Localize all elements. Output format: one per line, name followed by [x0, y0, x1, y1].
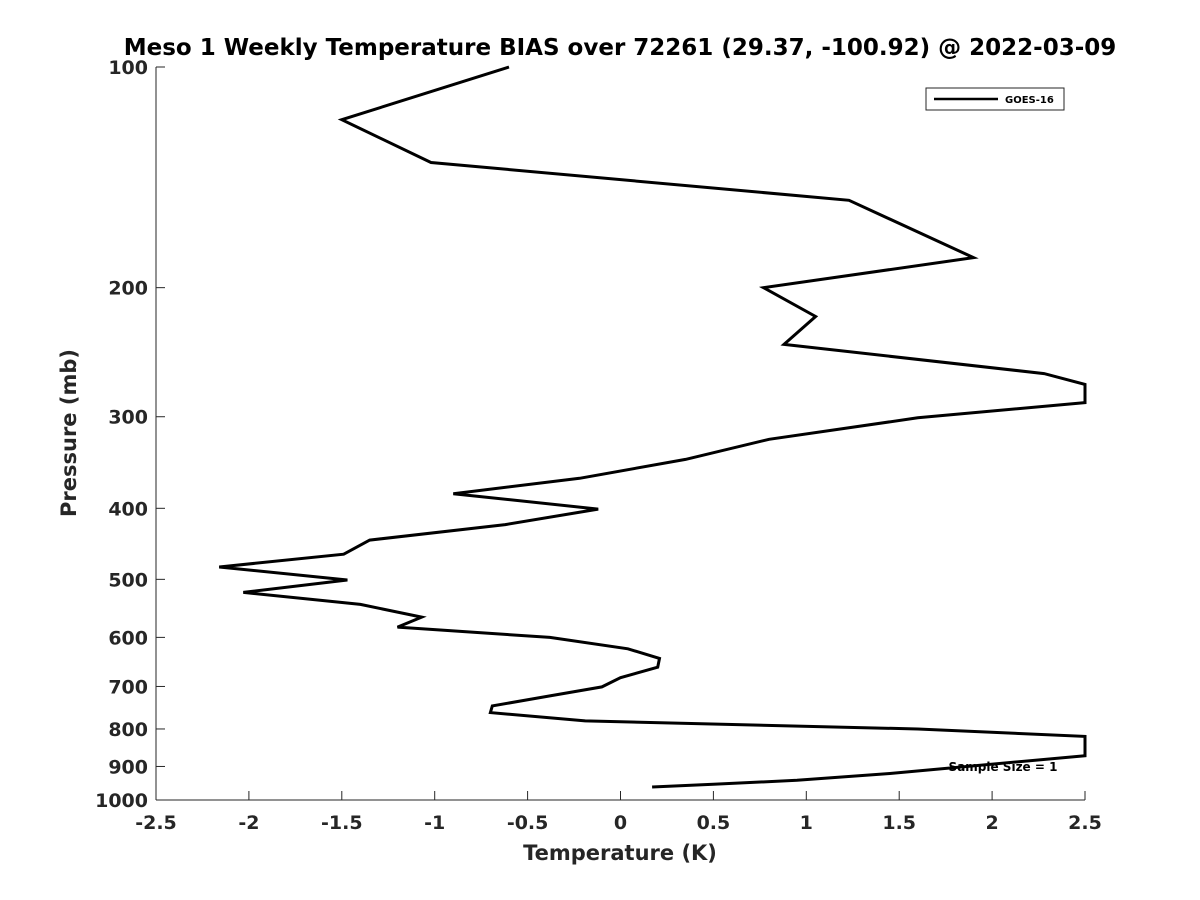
plot-area [219, 65, 1087, 789]
y-tick-label: 1000 [95, 790, 148, 812]
x-tick-label: -1.5 [321, 812, 363, 834]
y-tick-label: 700 [108, 676, 148, 698]
y-tick-label: 900 [108, 756, 148, 778]
x-tick-label: 1.5 [882, 812, 916, 834]
y-tick-label: 100 [108, 57, 148, 79]
y-tick-label: 300 [108, 407, 148, 429]
x-tick-label: 2.5 [1068, 812, 1102, 834]
y-tick-label: 500 [108, 569, 148, 591]
x-tick-label: 0.5 [697, 812, 731, 834]
x-ticks: -2.5 -2 -1.5 -1 -0.5 0 0.5 1 1.5 2 2.5 [135, 791, 1102, 834]
legend-label-goes-16: GOES-16 [1005, 95, 1054, 106]
y-ticks: 100 200 300 400 500 600 700 800 900 1000 [95, 57, 165, 812]
x-tick-label: 1 [800, 812, 813, 834]
x-tick-label: -1 [424, 812, 445, 834]
x-axis-label: Temperature (K) [523, 841, 717, 865]
chart-title: Meso 1 Weekly Temperature BIAS over 7226… [124, 35, 1117, 61]
y-tick-label: 800 [108, 719, 148, 741]
x-tick-label: 0 [614, 812, 627, 834]
series-line-goes-16 [219, 65, 1087, 789]
y-tick-label: 400 [108, 498, 148, 520]
sample-size-annotation: Sample Size = 1 [949, 760, 1058, 774]
y-axis-label: Pressure (mb) [57, 349, 81, 517]
x-tick-label: 2 [985, 812, 998, 834]
y-tick-label: 600 [108, 627, 148, 649]
x-tick-label: -2.5 [135, 812, 177, 834]
y-tick-label: 200 [108, 278, 148, 300]
legend: GOES-16 [925, 87, 1065, 111]
x-tick-label: -0.5 [507, 812, 549, 834]
x-tick-label: -2 [238, 812, 259, 834]
